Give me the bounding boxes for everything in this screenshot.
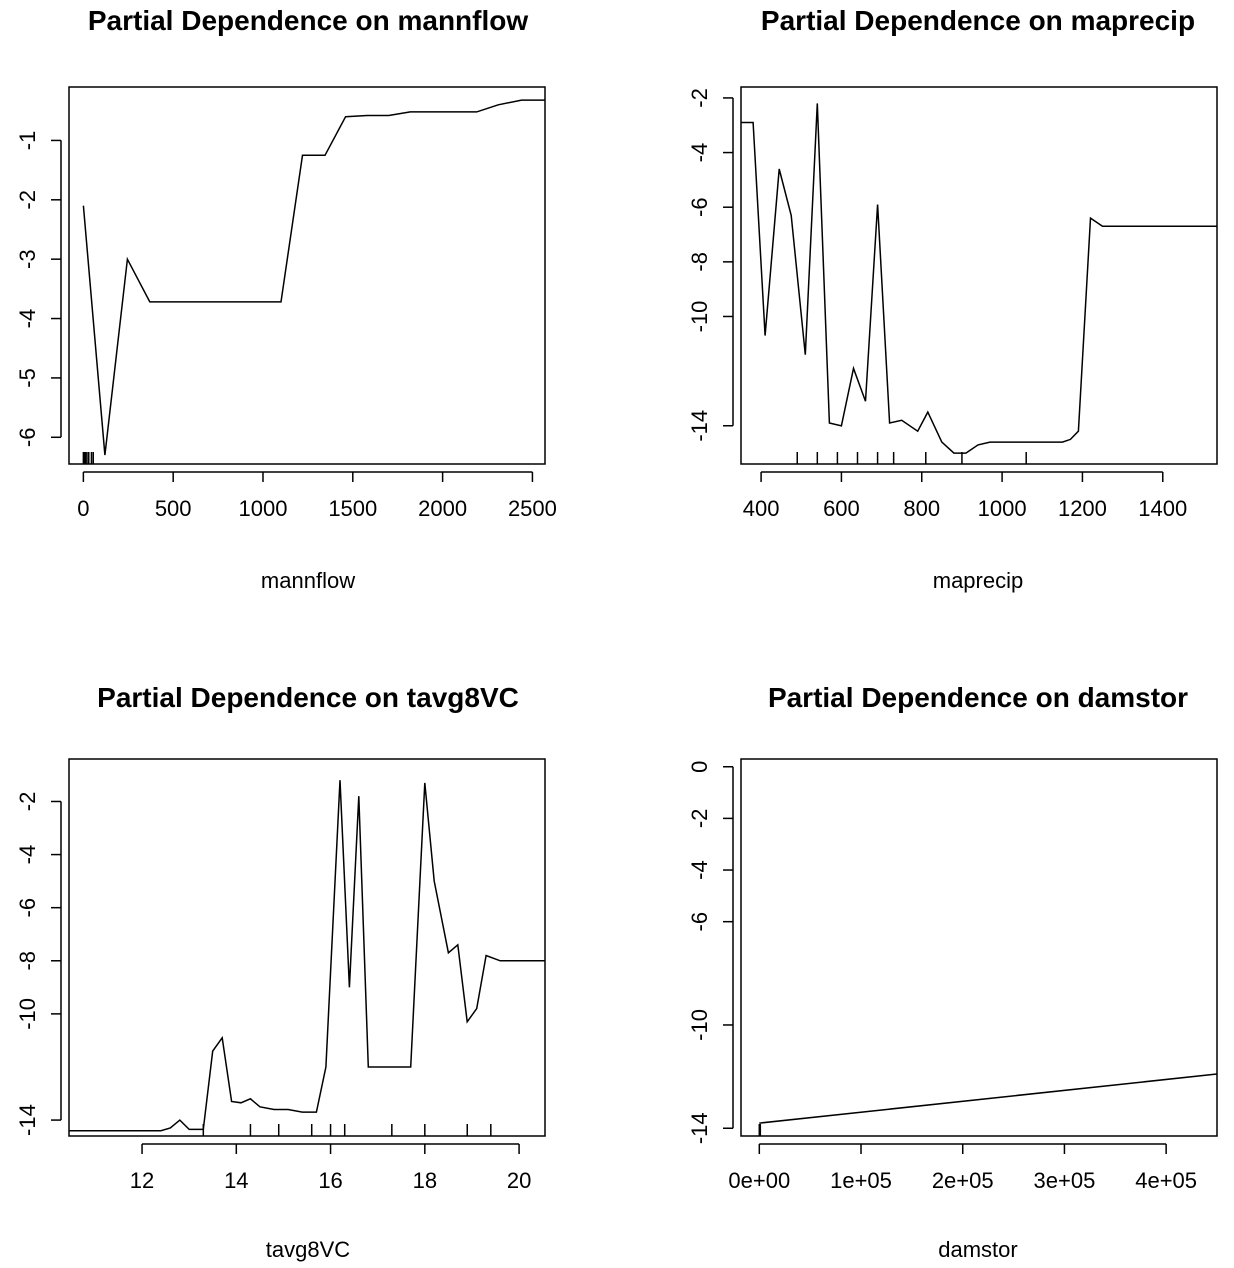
y-tick-label: -4 (15, 309, 40, 329)
x-tick-label: 1400 (1138, 496, 1187, 521)
chart-panel-mannflow: Partial Dependence on mannflow 0 500 1000 1… (0, 0, 617, 634)
y-tick-label: -4 (687, 143, 712, 163)
y-tick-label: -3 (15, 249, 40, 269)
y-tick-label: -14 (687, 410, 712, 442)
y-tick-label: -10 (687, 1009, 712, 1041)
series-line (82, 99, 545, 456)
y-tick-label: -2 (687, 809, 712, 829)
plot-box (740, 758, 1218, 1137)
chart-mannflow-svg: Partial Dependence on mannflow 0 500 1000 1… (15, 5, 557, 593)
y-tick-label: -6 (687, 197, 712, 217)
x-tick-label: 1000 (239, 496, 288, 521)
y-axis: 0 -2 -4 -6 -10 -14 (687, 761, 734, 1144)
plot-box (68, 86, 546, 465)
x-tick-label: 16 (318, 1168, 342, 1193)
x-axis-label: damstor (938, 1237, 1017, 1262)
x-tick-label: 2e+05 (932, 1168, 994, 1193)
series-line (759, 1073, 1218, 1124)
x-axis: 400 600 800 1000 1200 1400 (743, 471, 1187, 521)
chart-title: Partial Dependence on tavg8VC (97, 682, 519, 713)
chart-panel-damstor: Partial Dependence on damstor 0e+00 1e+05… (617, 634, 1234, 1268)
y-tick-label: -4 (15, 845, 40, 865)
y-tick-label: -1 (15, 131, 40, 151)
x-tick-label: 1e+05 (830, 1168, 892, 1193)
x-tick-label: 12 (130, 1168, 154, 1193)
chart-tavg8VC-svg: Partial Dependence on tavg8VC 12 14 16 18 20… (15, 682, 546, 1262)
chart-title: Partial Dependence on mannflow (88, 5, 529, 36)
series-line (69, 780, 545, 1132)
x-axis-label: tavg8VC (266, 1237, 350, 1262)
y-tick-label: -8 (15, 951, 40, 971)
x-tick-label: 1500 (328, 496, 377, 521)
y-tick-label: -2 (687, 88, 712, 108)
y-axis: -1 -2 -3 -4 -5 -6 (15, 131, 62, 448)
x-tick-label: 1000 (978, 496, 1027, 521)
y-tick-label: -6 (15, 428, 40, 448)
y-tick-label: -6 (687, 912, 712, 932)
y-tick-label: 0 (687, 761, 712, 773)
chart-maprecip-svg: Partial Dependence on maprecip 400 600 800… (687, 5, 1218, 593)
plot-box (68, 758, 546, 1137)
rug-marks (796, 452, 1027, 464)
series-line (741, 103, 1217, 454)
y-tick-label: -2 (15, 792, 40, 812)
x-tick-label: 800 (903, 496, 940, 521)
y-tick-label: -8 (687, 252, 712, 272)
y-tick-label: -6 (15, 898, 40, 918)
rug-marks (82, 452, 94, 464)
plot-box (740, 86, 1218, 465)
y-axis: -2 -4 -6 -8 -10 -14 (687, 88, 734, 442)
x-tick-label: 0e+00 (728, 1168, 790, 1193)
x-tick-label: 1200 (1058, 496, 1107, 521)
x-tick-label: 18 (413, 1168, 437, 1193)
x-axis-label: maprecip (933, 568, 1023, 593)
x-tick-label: 500 (155, 496, 192, 521)
chart-panel-tavg8VC: Partial Dependence on tavg8VC 12 14 16 18 20… (0, 634, 617, 1268)
x-tick-label: 0 (77, 496, 89, 521)
x-tick-label: 14 (224, 1168, 248, 1193)
x-axis: 0e+00 1e+05 2e+05 3e+05 4e+05 (728, 1143, 1197, 1193)
chart-title: Partial Dependence on maprecip (761, 5, 1195, 36)
x-axis: 12 14 16 18 20 (130, 1143, 531, 1193)
x-tick-label: 3e+05 (1034, 1168, 1096, 1193)
x-axis: 0 500 1000 1500 2000 2500 (77, 471, 557, 521)
rug-marks (202, 1124, 492, 1136)
x-tick-label: 2000 (418, 496, 467, 521)
chart-damstor-svg: Partial Dependence on damstor 0e+00 1e+05… (687, 682, 1218, 1262)
chart-title: Partial Dependence on damstor (768, 682, 1188, 713)
y-tick-label: -10 (15, 998, 40, 1030)
x-tick-label: 400 (743, 496, 780, 521)
x-tick-label: 2500 (508, 496, 557, 521)
y-tick-label: -14 (687, 1112, 712, 1144)
y-tick-label: -5 (15, 368, 40, 388)
x-axis-label: mannflow (261, 568, 355, 593)
x-tick-label: 600 (823, 496, 860, 521)
chart-panel-maprecip: Partial Dependence on maprecip 400 600 800… (617, 0, 1234, 634)
y-tick-label: -10 (687, 301, 712, 333)
y-tick-label: -14 (15, 1104, 40, 1136)
y-axis: -2 -4 -6 -8 -10 -14 (15, 792, 62, 1136)
rug-marks (758, 1124, 762, 1136)
y-tick-label: -4 (687, 860, 712, 880)
x-tick-label: 4e+05 (1135, 1168, 1197, 1193)
y-tick-label: -2 (15, 190, 40, 210)
x-tick-label: 20 (507, 1168, 531, 1193)
